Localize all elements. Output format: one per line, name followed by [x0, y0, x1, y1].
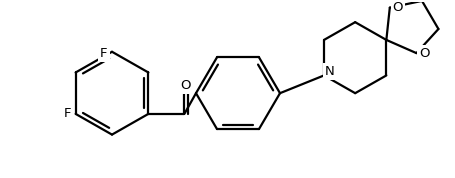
Text: F: F [100, 47, 107, 60]
Text: O: O [392, 1, 402, 14]
Text: O: O [418, 47, 429, 60]
Text: F: F [64, 107, 71, 120]
Text: N: N [324, 65, 334, 78]
Text: O: O [180, 79, 191, 92]
